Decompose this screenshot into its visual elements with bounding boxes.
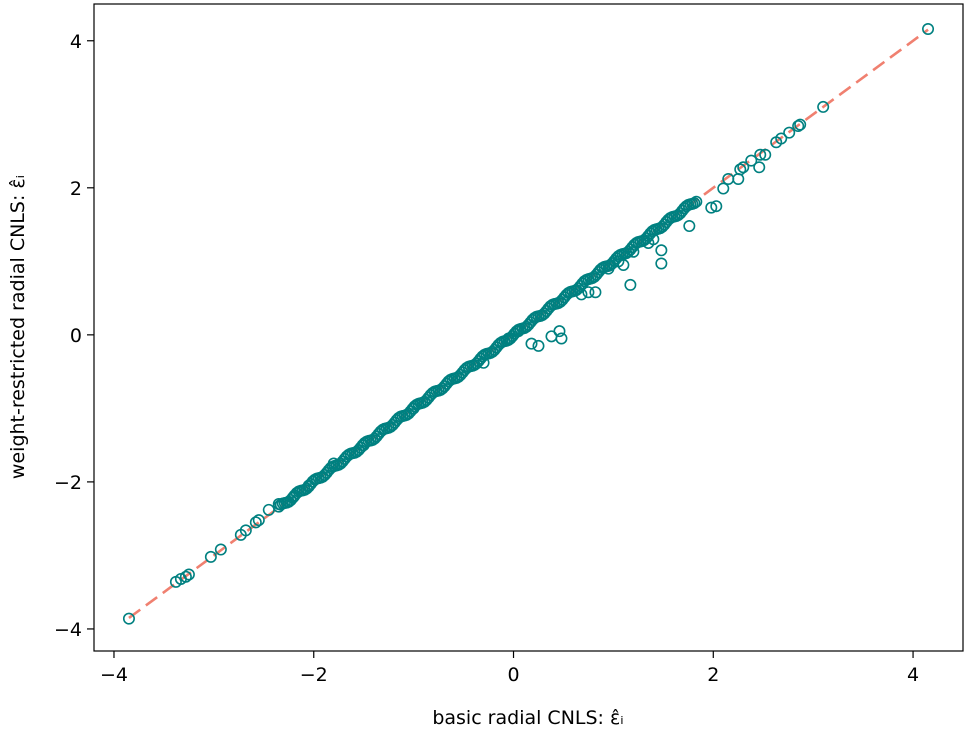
data-point xyxy=(759,148,772,161)
data-point xyxy=(384,420,397,433)
data-point xyxy=(234,528,247,541)
data-point xyxy=(624,278,637,291)
data-point xyxy=(316,470,329,483)
data-point xyxy=(169,575,182,588)
x-tick-label: 2 xyxy=(707,664,719,686)
data-point xyxy=(366,433,379,446)
data-point xyxy=(753,161,766,174)
data-point xyxy=(214,543,227,556)
data-point xyxy=(655,244,668,257)
y-tick-label: 0 xyxy=(70,325,82,347)
data-point xyxy=(655,257,668,270)
x-axis-ticks: −4 −2 0 2 4 xyxy=(100,651,919,686)
data-point xyxy=(327,457,340,470)
x-axis-label: basic radial CNLS: ε̂ᵢ xyxy=(432,707,623,729)
data-point xyxy=(122,612,135,625)
data-point xyxy=(357,439,370,452)
x-tick-label: 4 xyxy=(907,664,919,686)
y-tick-label: 4 xyxy=(70,31,82,53)
data-point xyxy=(502,332,515,345)
data-point xyxy=(434,383,447,396)
y-tick-label: 2 xyxy=(70,178,82,200)
data-point xyxy=(287,490,300,503)
data-point xyxy=(612,255,625,268)
data-point xyxy=(512,325,525,338)
data-point xyxy=(400,408,413,421)
data-point xyxy=(783,126,796,139)
data-point xyxy=(737,161,750,174)
x-tick-label: −4 xyxy=(100,664,128,686)
data-point xyxy=(272,497,285,510)
data-point xyxy=(589,286,602,299)
data-point xyxy=(754,148,767,161)
data-point xyxy=(350,445,363,458)
y-tick-label: −4 xyxy=(54,619,82,641)
y-tick-label: −2 xyxy=(54,472,82,494)
data-point xyxy=(817,100,830,113)
data-point xyxy=(536,308,549,321)
data-point xyxy=(602,262,615,275)
x-tick-label: 0 xyxy=(507,664,519,686)
data-point xyxy=(654,222,667,235)
data-point xyxy=(477,356,490,369)
data-point xyxy=(722,172,735,185)
data-point xyxy=(418,395,431,408)
data-point xyxy=(745,154,758,167)
data-point xyxy=(249,516,262,529)
data-point xyxy=(468,358,481,371)
data-point xyxy=(302,479,315,492)
data-point xyxy=(582,286,595,299)
data-point xyxy=(532,339,545,352)
data-point xyxy=(620,247,633,260)
points-layer xyxy=(122,22,935,625)
x-tick-label: −2 xyxy=(300,664,328,686)
data-point xyxy=(545,330,558,343)
y-axis-label: weight-restricted radial CNLS: ε̂ᵢ xyxy=(7,175,29,479)
data-point xyxy=(922,22,935,35)
data-point xyxy=(710,200,723,213)
data-point xyxy=(794,118,807,131)
data-point xyxy=(683,220,696,233)
data-point xyxy=(688,197,701,210)
data-point xyxy=(705,201,718,214)
data-point xyxy=(252,514,265,527)
data-point xyxy=(717,182,730,195)
data-point xyxy=(627,245,640,258)
data-point xyxy=(642,236,655,249)
data-point xyxy=(575,288,588,301)
data-point xyxy=(672,209,685,222)
data-point xyxy=(690,195,703,208)
y-axis-ticks: −4 −2 0 2 4 xyxy=(54,31,94,641)
data-point xyxy=(407,402,420,415)
data-point xyxy=(792,120,805,133)
data-point xyxy=(525,337,538,350)
data-point xyxy=(770,136,783,149)
data-point xyxy=(204,550,217,563)
data-point xyxy=(262,503,275,516)
